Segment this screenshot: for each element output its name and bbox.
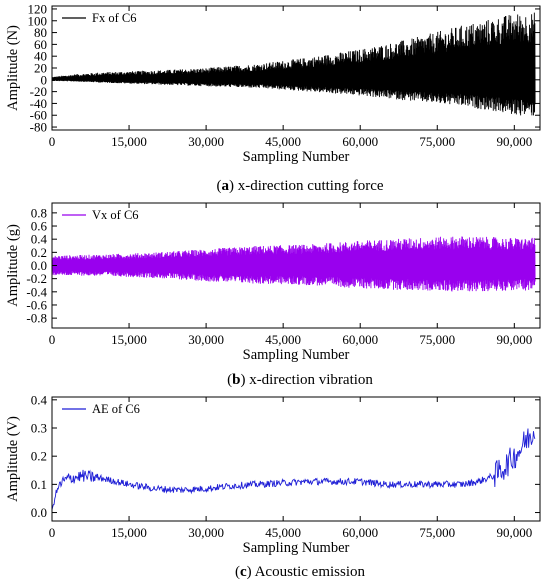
y-tick-label: 80 <box>34 25 47 40</box>
x-tick-label: 0 <box>49 134 56 149</box>
y-tick-label: -0.2 <box>26 271 47 286</box>
y-tick-label: -0.4 <box>26 284 47 299</box>
caption-text: x-direction vibration <box>249 372 373 388</box>
y-tick-label: -80 <box>30 120 47 135</box>
x-tick-label: 90,000 <box>496 332 532 347</box>
caption-text: x-direction cutting force <box>238 178 384 194</box>
series-b-0 <box>52 236 536 292</box>
x-tick-label: 45,000 <box>265 525 301 540</box>
x-tick-label: 0 <box>49 332 56 347</box>
x-tick-label: 15,000 <box>111 332 147 347</box>
x-tick-label: 90,000 <box>496 134 532 149</box>
caption-letter: a <box>221 178 229 194</box>
y-tick-label: -20 <box>30 84 47 99</box>
caption-letter: c <box>240 564 247 580</box>
series-c-0 <box>52 428 536 510</box>
x-axis-title: Sampling Number <box>243 347 350 363</box>
y-tick-label: 40 <box>34 49 47 64</box>
panel-caption: (b) x-direction vibration <box>227 372 373 388</box>
y-tick-label: 0.4 <box>31 392 48 407</box>
y-tick-label: 0.3 <box>31 421 47 436</box>
y-tick-label: -60 <box>30 108 47 123</box>
y-tick-label: 0.4 <box>31 232 48 247</box>
legend-label: Vx of C6 <box>92 208 139 222</box>
x-tick-label: 75,000 <box>419 525 455 540</box>
x-tick-label: 60,000 <box>342 134 378 149</box>
legend-label: Fx of C6 <box>92 11 136 25</box>
x-tick-label: 45,000 <box>265 134 301 149</box>
y-tick-label: 20 <box>34 61 47 76</box>
y-tick-label: 0.1 <box>31 477 47 492</box>
x-tick-label: 75,000 <box>419 134 455 149</box>
chart-panel-a: 0 15,000 30,000 45,000 60,000 75,000 90,000 -80… <box>5 1 541 194</box>
caption-letter: b <box>232 372 240 388</box>
x-tick-label: 30,000 <box>188 134 224 149</box>
y-axis-title: Amplitude (g) <box>5 224 21 307</box>
x-tick-label: 15,000 <box>111 525 147 540</box>
x-tick-label: 60,000 <box>342 332 378 347</box>
x-tick-label: 75,000 <box>419 332 455 347</box>
x-tick-label: 60,000 <box>342 525 378 540</box>
x-tick-label: 90,000 <box>496 525 532 540</box>
x-tick-label: 30,000 <box>188 332 224 347</box>
y-tick-label: 0.2 <box>31 449 47 464</box>
plot-frame-c <box>51 396 541 522</box>
y-tick-label: 120 <box>28 1 48 16</box>
y-tick-label: 0.2 <box>31 245 47 260</box>
x-axis-title: Sampling Number <box>243 149 350 165</box>
x-tick-label: 30,000 <box>188 525 224 540</box>
y-tick-label: -0.6 <box>26 297 47 312</box>
y-tick-label: -40 <box>30 96 47 111</box>
chart-panel-b: 0 15,000 30,000 45,000 60,000 75,000 90,000 -0.… <box>5 202 541 388</box>
y-tick-label: 0.6 <box>31 219 48 234</box>
y-tick-label: 60 <box>34 37 47 52</box>
x-tick-label: 0 <box>49 525 56 540</box>
legend-label: AE of C6 <box>92 402 140 416</box>
panel-caption: (c) Acoustic emission <box>235 564 365 580</box>
panel-caption: (a) x-direction cutting force <box>216 178 383 194</box>
x-axis-title: Sampling Number <box>243 540 350 556</box>
chart-panel-c: 0 15,000 30,000 45,000 60,000 75,000 90,000 0.0… <box>5 392 541 580</box>
y-axis-title: Amplitude (N) <box>5 25 21 111</box>
caption-text: Acoustic emission <box>255 564 366 580</box>
y-axis-title: Amplitude (V) <box>5 416 21 502</box>
series-a-0 <box>52 12 536 116</box>
y-tick-label: 0.8 <box>31 205 47 220</box>
y-tick-label: 0 <box>41 72 48 87</box>
y-tick-label: 0.0 <box>31 505 47 520</box>
x-tick-label: 15,000 <box>111 134 147 149</box>
y-tick-label: 0.0 <box>31 258 47 273</box>
x-tick-label: 45,000 <box>265 332 301 347</box>
y-tick-label: -0.8 <box>26 311 47 326</box>
y-tick-label: 100 <box>28 13 48 28</box>
